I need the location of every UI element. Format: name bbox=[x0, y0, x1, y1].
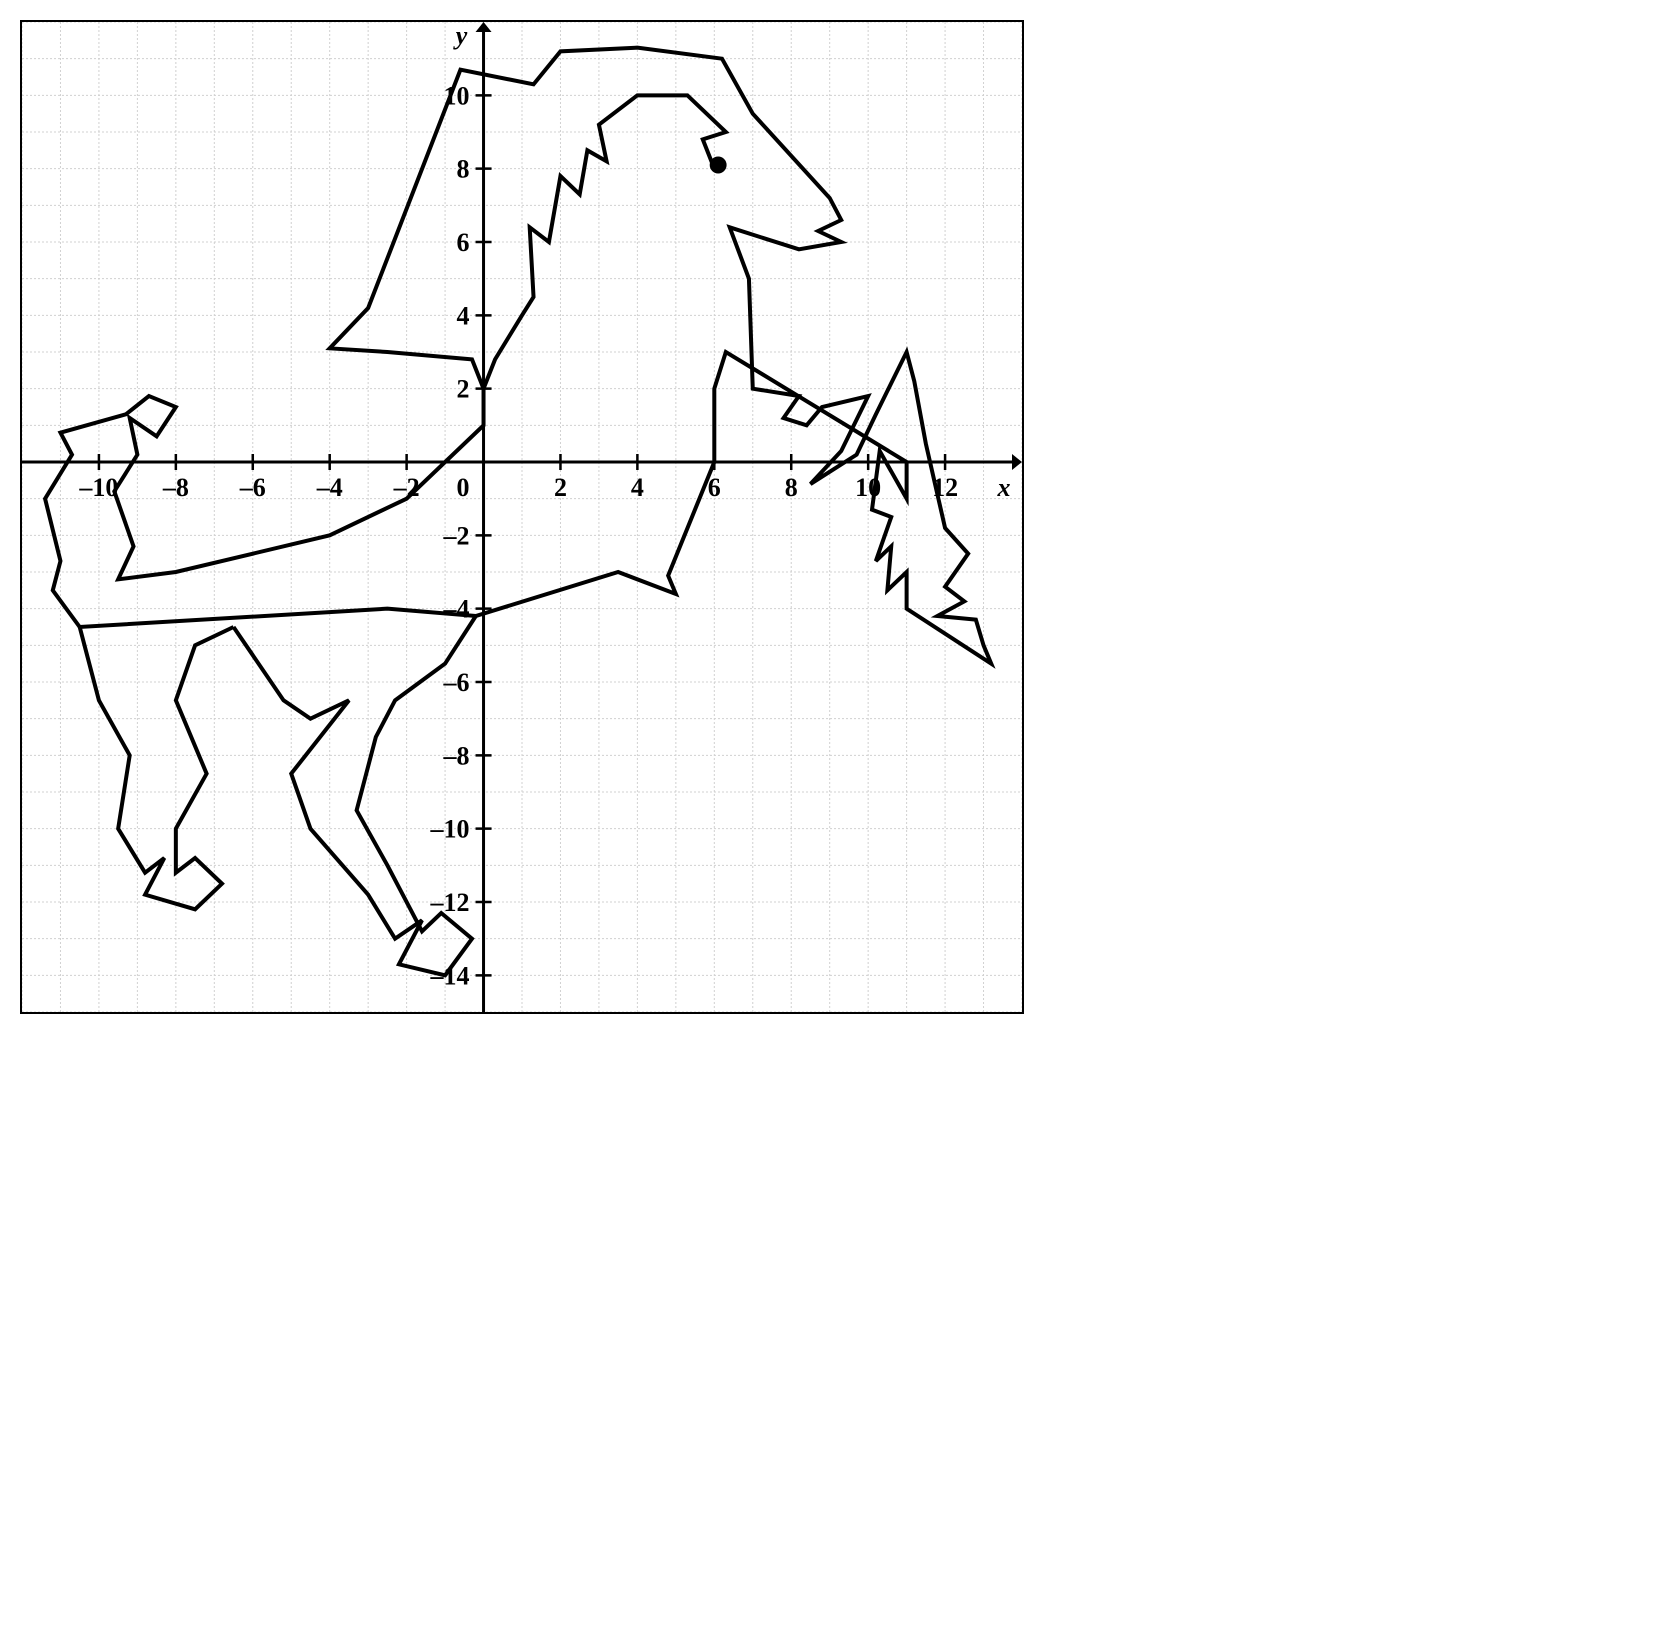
coordinate-grid-chart: –10–8–6–4–224681012–14–12–10–8–6–4–22468… bbox=[20, 20, 1024, 1014]
y-tick-label: –4 bbox=[443, 595, 470, 624]
x-tick-label: 2 bbox=[554, 473, 567, 502]
horse-back-leg-2 bbox=[234, 616, 476, 975]
x-axis-arrow bbox=[1012, 454, 1022, 470]
x-tick-label: –10 bbox=[78, 473, 118, 502]
y-tick-label: –12 bbox=[430, 888, 470, 917]
horse-back-leg-1 bbox=[80, 627, 234, 909]
y-tick-label: 8 bbox=[457, 155, 470, 184]
x-tick-label: –8 bbox=[162, 473, 189, 502]
y-tick-label: 6 bbox=[457, 228, 470, 257]
x-tick-label: 4 bbox=[631, 473, 644, 502]
y-tick-label: –10 bbox=[430, 815, 470, 844]
y-tick-label: –8 bbox=[443, 741, 470, 770]
y-axis-label: y bbox=[453, 22, 468, 50]
x-axis-label: x bbox=[997, 473, 1011, 502]
y-tick-label: –6 bbox=[443, 668, 470, 697]
y-tick-label: –14 bbox=[430, 961, 470, 990]
horse-eye bbox=[710, 157, 727, 174]
x-tick-label: 8 bbox=[785, 473, 798, 502]
horse-body-outline bbox=[45, 48, 991, 664]
x-tick-label: –6 bbox=[239, 473, 266, 502]
x-tick-label: –4 bbox=[316, 473, 343, 502]
origin-label: 0 bbox=[457, 473, 470, 502]
y-tick-label: 2 bbox=[457, 375, 470, 404]
y-axis-arrow bbox=[476, 22, 492, 32]
y-tick-label: 4 bbox=[457, 301, 470, 330]
y-tick-label: –2 bbox=[443, 521, 470, 550]
grid-svg: –10–8–6–4–224681012–14–12–10–8–6–4–22468… bbox=[22, 22, 1022, 1012]
